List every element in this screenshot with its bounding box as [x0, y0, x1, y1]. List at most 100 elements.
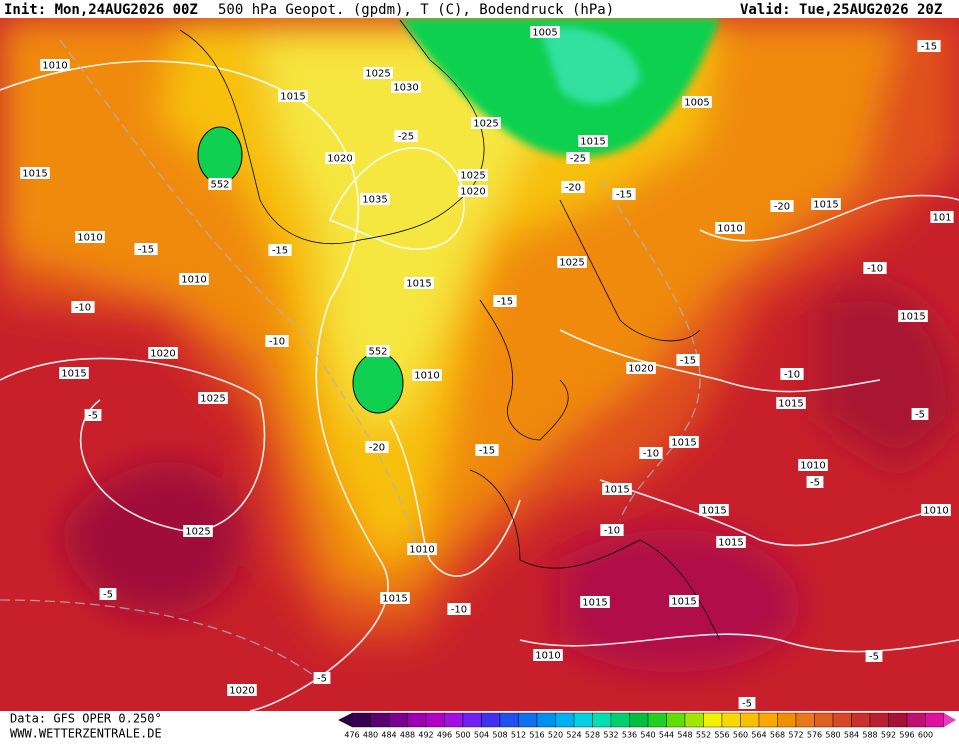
contour-label: -5 [88, 411, 98, 422]
contour-label: 1015 [778, 399, 803, 410]
contour-label: -5 [317, 674, 327, 685]
label-box [365, 441, 389, 453]
colorbar-swatch [906, 712, 926, 728]
colorbar-label: 516 [529, 731, 544, 740]
colorbar-label: 532 [603, 731, 618, 740]
label-box [493, 295, 517, 307]
contour-label: -15 [921, 42, 937, 53]
label-box [265, 335, 289, 347]
contour-label: -15 [616, 190, 632, 201]
label-box [600, 524, 624, 536]
colorbar-swatch [388, 712, 408, 728]
label-box [458, 185, 488, 197]
colorbar-swatch [425, 712, 445, 728]
colorbar-swatch [536, 712, 556, 728]
label-box [715, 222, 745, 234]
colorbar-label: 596 [899, 731, 914, 740]
contour-label: -25 [398, 132, 414, 143]
colorbar-label: 496 [437, 731, 452, 740]
label-box [806, 476, 824, 488]
contour-label: 1015 [582, 598, 607, 609]
colorbar-label: 568 [770, 731, 785, 740]
contour-label: 1020 [628, 364, 653, 375]
colorbar-label: 548 [677, 731, 692, 740]
contour-label: -15 [497, 297, 513, 308]
contour-label: 1015 [671, 438, 696, 449]
contour-label: 552 [368, 347, 387, 358]
label-box [227, 684, 257, 696]
colorbar-swatch [518, 712, 538, 728]
colorbar-label: 492 [418, 731, 433, 740]
contour-label: 1010 [409, 545, 434, 556]
contour-label: -15 [272, 246, 288, 257]
label-box [566, 152, 590, 164]
colorbar-label: 524 [566, 731, 581, 740]
label-box [716, 536, 746, 548]
colorbar-label: 576 [807, 731, 822, 740]
label-box [179, 273, 209, 285]
colorbar-label: 552 [696, 731, 711, 740]
colorbar-label: 572 [788, 731, 803, 740]
colorbar-swatch [610, 712, 630, 728]
valid-time: Valid: Tue,25AUG2026 20Z [740, 2, 942, 18]
contour-label: 1010 [77, 233, 102, 244]
contour-label: -10 [604, 526, 620, 537]
colorbar-label: 544 [659, 731, 674, 740]
label-box [682, 96, 712, 108]
colorbar-swatch [629, 712, 649, 728]
label-box [921, 504, 951, 516]
label-box [676, 354, 700, 366]
colorbar-swatch [573, 712, 593, 728]
contour-label: 1025 [460, 171, 485, 182]
label-box [612, 188, 636, 200]
contour-label: 1010 [923, 506, 948, 517]
colorbar-label: 556 [714, 731, 729, 740]
contour-label: 1025 [200, 394, 225, 405]
label-box [278, 90, 308, 102]
colorbar-swatch [407, 712, 427, 728]
colorbar-label: 540 [640, 731, 655, 740]
colorbar-swatch [777, 712, 797, 728]
contour-label: 1015 [718, 538, 743, 549]
colorbar-arrow-left [338, 713, 352, 727]
contour-label: 1015 [382, 594, 407, 605]
contour-label: -5 [742, 699, 752, 710]
contour-label: 1015 [900, 312, 925, 323]
contour-label: 1015 [22, 169, 47, 180]
contour-label: 1025 [473, 119, 498, 130]
contour-label: 101 [932, 213, 951, 224]
contour-label: -10 [451, 605, 467, 616]
label-box [394, 130, 418, 142]
colorbar-swatch [740, 712, 760, 728]
label-box [380, 592, 410, 604]
header-bar [0, 0, 959, 18]
contour-label: 1015 [813, 200, 838, 211]
contour-label: 1010 [414, 371, 439, 382]
colorbar-label: 500 [455, 731, 470, 740]
label-box [75, 231, 105, 243]
label-box [669, 595, 699, 607]
label-box [313, 672, 331, 684]
colorbar-label: 588 [862, 731, 877, 740]
init-time: Init: Mon,24AUG2026 00Z [4, 2, 198, 18]
label-box [99, 588, 117, 600]
label-box [699, 504, 729, 516]
contour-label: 1015 [701, 506, 726, 517]
label-box [404, 277, 434, 289]
label-box [533, 649, 563, 661]
label-box [20, 167, 50, 179]
contour-label: -20 [565, 183, 581, 194]
contour-label: 1025 [365, 69, 390, 80]
label-box [59, 367, 89, 379]
label-box [363, 67, 393, 79]
label-box [447, 603, 471, 615]
colorbar-swatch [851, 712, 871, 728]
contour-label: 1015 [280, 92, 305, 103]
contour-label: -10 [75, 303, 91, 314]
colorbar-label: 508 [492, 731, 507, 740]
colorbar-label: 528 [585, 731, 600, 740]
colorbar-swatch [795, 712, 815, 728]
contour-label: 1010 [181, 275, 206, 286]
contour-label: 1015 [61, 369, 86, 380]
